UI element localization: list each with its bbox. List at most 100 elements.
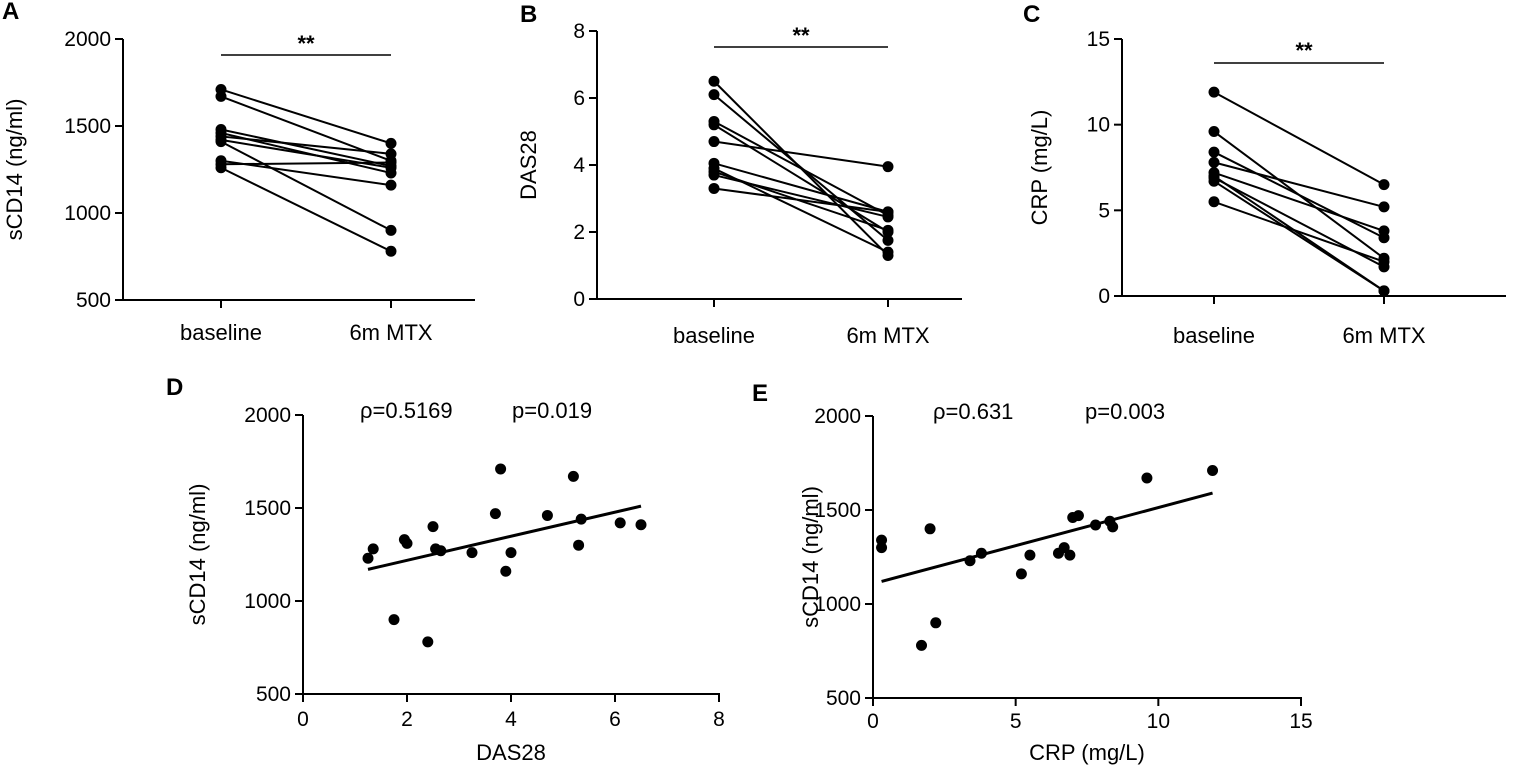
y-axis-title: sCD14 (ng/ml) xyxy=(798,486,823,628)
followup-point xyxy=(385,148,397,160)
x-tick-label: 0 xyxy=(867,710,879,733)
baseline-point xyxy=(708,169,720,181)
x-axis-title: DAS28 xyxy=(476,740,546,765)
followup-point xyxy=(385,157,397,169)
y-tick-label: 1500 xyxy=(64,115,111,138)
y-tick-label: 1000 xyxy=(244,590,291,613)
panel-a: A 500 1000 1500 2000 sCD14 (ng/ml) baseline 6m … xyxy=(2,0,475,345)
category-label: 6m MTX xyxy=(349,320,432,345)
scatter-point xyxy=(1141,472,1153,484)
scatter-point xyxy=(1015,568,1027,580)
followup-point xyxy=(1378,201,1390,213)
pair-line xyxy=(713,123,889,233)
scatter-point xyxy=(422,636,434,648)
panel-letter: D xyxy=(166,374,183,401)
baseline-point xyxy=(1208,156,1220,168)
scatter-point xyxy=(975,547,987,559)
y-tick-label: 2000 xyxy=(244,404,291,427)
pair-line xyxy=(1213,91,1385,186)
baseline-point xyxy=(1208,196,1220,208)
scatter-point xyxy=(466,547,478,559)
x-tick-label: 2 xyxy=(401,708,413,731)
scatter-point xyxy=(427,521,439,533)
pair-line xyxy=(713,187,889,213)
scatter-point xyxy=(924,523,936,535)
scatter-point xyxy=(505,547,517,559)
baseline-point xyxy=(215,90,227,102)
pair-line xyxy=(220,166,392,253)
followup-point xyxy=(882,206,894,218)
followup-point xyxy=(385,224,397,236)
baseline-point xyxy=(708,182,720,194)
scatter-point xyxy=(876,534,888,546)
y-tick-label: 2000 xyxy=(64,28,111,51)
pair-line xyxy=(1213,161,1385,208)
significance-label: ** xyxy=(1295,38,1313,63)
scatter-point xyxy=(495,463,507,475)
pair-line xyxy=(1213,151,1385,239)
x-tick-label: 0 xyxy=(297,708,309,731)
significance-label: ** xyxy=(297,31,315,56)
baseline-point xyxy=(708,119,720,131)
baseline-point xyxy=(1208,126,1220,138)
scatter-point xyxy=(635,519,647,531)
pair-line xyxy=(1213,171,1385,232)
scatter-point xyxy=(573,539,585,551)
y-tick-label: 5 xyxy=(1098,199,1110,222)
scatter-point xyxy=(916,639,928,651)
scatter-point xyxy=(1090,519,1102,531)
followup-point xyxy=(385,179,397,191)
baseline-point xyxy=(215,162,227,174)
pair-line xyxy=(220,135,392,155)
y-tick-label: 4 xyxy=(573,154,585,177)
pair-line xyxy=(1213,180,1385,292)
y-tick-label: 8 xyxy=(573,20,585,43)
y-tick-label: 2 xyxy=(573,221,585,244)
pair-line xyxy=(220,128,392,167)
scatter-point xyxy=(541,509,553,521)
pair-line xyxy=(713,140,889,168)
scatter-point xyxy=(401,537,413,549)
y-tick-label: 2000 xyxy=(814,405,861,428)
baseline-point xyxy=(1208,146,1220,158)
y-axis-title: sCD14 (ng/ml) xyxy=(185,484,210,626)
y-tick-label: 500 xyxy=(76,289,111,312)
y-axis-title: DAS28 xyxy=(516,130,541,200)
pair-line xyxy=(713,162,889,213)
y-tick-label: 0 xyxy=(573,288,585,311)
rho-label: ρ=0.5169 xyxy=(360,398,453,423)
followup-point xyxy=(882,234,894,246)
scatter-point xyxy=(489,508,501,520)
pair-line xyxy=(220,161,392,166)
category-label: baseline xyxy=(1173,323,1255,348)
scatter-point xyxy=(1207,465,1219,477)
scatter-point xyxy=(367,543,379,555)
scatter-point xyxy=(1058,542,1070,554)
followup-point xyxy=(882,161,894,173)
baseline-point xyxy=(708,75,720,87)
pair-line xyxy=(220,140,392,232)
panel-b: B 0 2 4 6 8 DAS28 baseline 6m MTX ** xyxy=(516,1,962,348)
scatter-point xyxy=(876,542,888,554)
significance-label: ** xyxy=(792,23,810,48)
pair-line xyxy=(220,88,392,145)
category-label: 6m MTX xyxy=(846,323,929,348)
pair-line xyxy=(1213,200,1385,263)
y-tick-label: 1500 xyxy=(244,497,291,520)
baseline-point xyxy=(1208,175,1220,187)
y-axis-title: CRP (mg/L) xyxy=(1027,110,1052,226)
scatter-point xyxy=(964,555,976,567)
x-tick-label: 4 xyxy=(505,708,517,731)
panel-letter: C xyxy=(1023,1,1040,28)
category-label: baseline xyxy=(180,320,262,345)
baseline-point xyxy=(708,136,720,148)
x-tick-label: 10 xyxy=(1147,710,1170,733)
y-tick-label: 1000 xyxy=(814,593,861,616)
regression-line xyxy=(881,491,1213,583)
y-tick-label: 10 xyxy=(1087,114,1110,137)
y-tick-label: 1500 xyxy=(814,499,861,522)
x-tick-label: 6 xyxy=(609,708,621,731)
scatter-point xyxy=(435,545,447,557)
followup-point xyxy=(1378,179,1390,191)
followup-point xyxy=(882,246,894,258)
